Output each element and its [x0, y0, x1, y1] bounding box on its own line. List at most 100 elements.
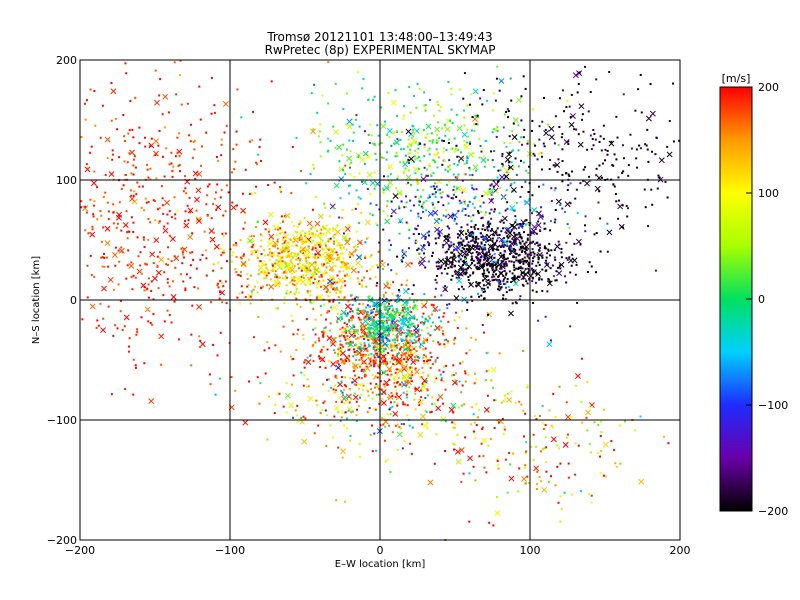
data-point-x — [196, 303, 203, 310]
data-point-x — [301, 438, 308, 445]
data-point — [362, 383, 365, 386]
data-point — [420, 129, 423, 132]
data-point — [514, 157, 517, 160]
data-point-x — [340, 448, 346, 455]
data-point — [411, 374, 414, 377]
data-point — [290, 383, 293, 386]
data-point — [267, 395, 270, 398]
data-point — [360, 343, 363, 346]
data-point — [158, 251, 161, 254]
data-point — [462, 207, 465, 210]
data-point — [468, 200, 471, 203]
data-point — [485, 471, 488, 474]
data-point — [124, 173, 127, 176]
data-point — [405, 195, 408, 198]
data-point — [257, 153, 260, 156]
data-point — [433, 207, 436, 210]
data-point — [514, 233, 517, 236]
data-point — [279, 186, 282, 189]
data-point — [294, 230, 297, 233]
data-point — [469, 215, 472, 218]
data-point — [397, 205, 400, 208]
data-point — [613, 448, 616, 451]
data-point — [326, 247, 329, 250]
data-point — [480, 256, 483, 259]
data-point — [251, 240, 254, 243]
data-point — [477, 116, 480, 119]
data-point — [334, 374, 337, 377]
data-point — [538, 277, 541, 280]
data-point — [111, 149, 114, 152]
data-point — [433, 153, 436, 156]
data-point — [435, 433, 438, 436]
data-point — [470, 336, 473, 339]
data-point — [130, 172, 133, 175]
data-point — [565, 401, 568, 404]
data-point — [488, 250, 491, 253]
data-point — [471, 244, 474, 247]
data-point — [93, 200, 96, 203]
data-point — [443, 123, 446, 126]
data-point — [388, 329, 391, 332]
data-point-x — [359, 156, 366, 163]
data-point — [304, 233, 307, 236]
data-point — [378, 241, 381, 244]
data-point — [496, 496, 499, 499]
data-point — [472, 188, 475, 191]
data-point — [464, 250, 467, 253]
data-point — [402, 256, 405, 259]
data-point — [491, 276, 494, 279]
data-point — [203, 230, 206, 233]
data-point — [380, 388, 383, 391]
data-point — [527, 172, 530, 175]
data-point — [414, 242, 417, 245]
data-point — [417, 324, 420, 327]
data-point — [412, 204, 415, 207]
data-point — [431, 396, 434, 399]
data-point — [315, 230, 318, 233]
data-point — [611, 164, 614, 167]
data-point — [387, 92, 390, 95]
data-point — [276, 307, 279, 310]
data-point — [354, 392, 357, 395]
data-point — [235, 143, 238, 146]
data-point — [459, 258, 462, 261]
data-point — [353, 330, 356, 333]
data-point — [166, 222, 169, 225]
data-point — [446, 170, 449, 173]
data-point — [415, 318, 418, 321]
data-point — [378, 143, 381, 146]
data-point — [296, 253, 299, 256]
data-point — [424, 108, 427, 111]
data-point — [428, 317, 431, 320]
data-point-x — [456, 125, 463, 132]
data-point — [290, 314, 293, 317]
data-point-x — [305, 359, 312, 366]
data-point — [407, 247, 410, 250]
data-point — [595, 231, 598, 234]
data-point — [288, 270, 291, 273]
data-point — [509, 463, 512, 466]
data-point — [394, 395, 397, 398]
data-point — [387, 263, 390, 266]
data-point — [371, 297, 374, 300]
data-point — [370, 353, 373, 356]
data-point — [140, 316, 143, 319]
data-point-x — [437, 393, 444, 400]
data-point — [400, 333, 403, 336]
data-point-x — [324, 258, 331, 265]
data-point — [315, 296, 318, 299]
data-point — [343, 274, 346, 277]
data-point — [409, 377, 412, 380]
data-point — [481, 272, 484, 275]
data-point — [363, 326, 366, 329]
data-point — [445, 215, 448, 218]
data-point-x — [417, 398, 424, 405]
data-point — [240, 116, 243, 119]
data-point — [497, 421, 500, 424]
data-point — [395, 187, 398, 190]
data-point — [494, 260, 497, 263]
data-point — [477, 210, 480, 213]
data-point — [480, 442, 483, 445]
data-point — [116, 128, 119, 131]
